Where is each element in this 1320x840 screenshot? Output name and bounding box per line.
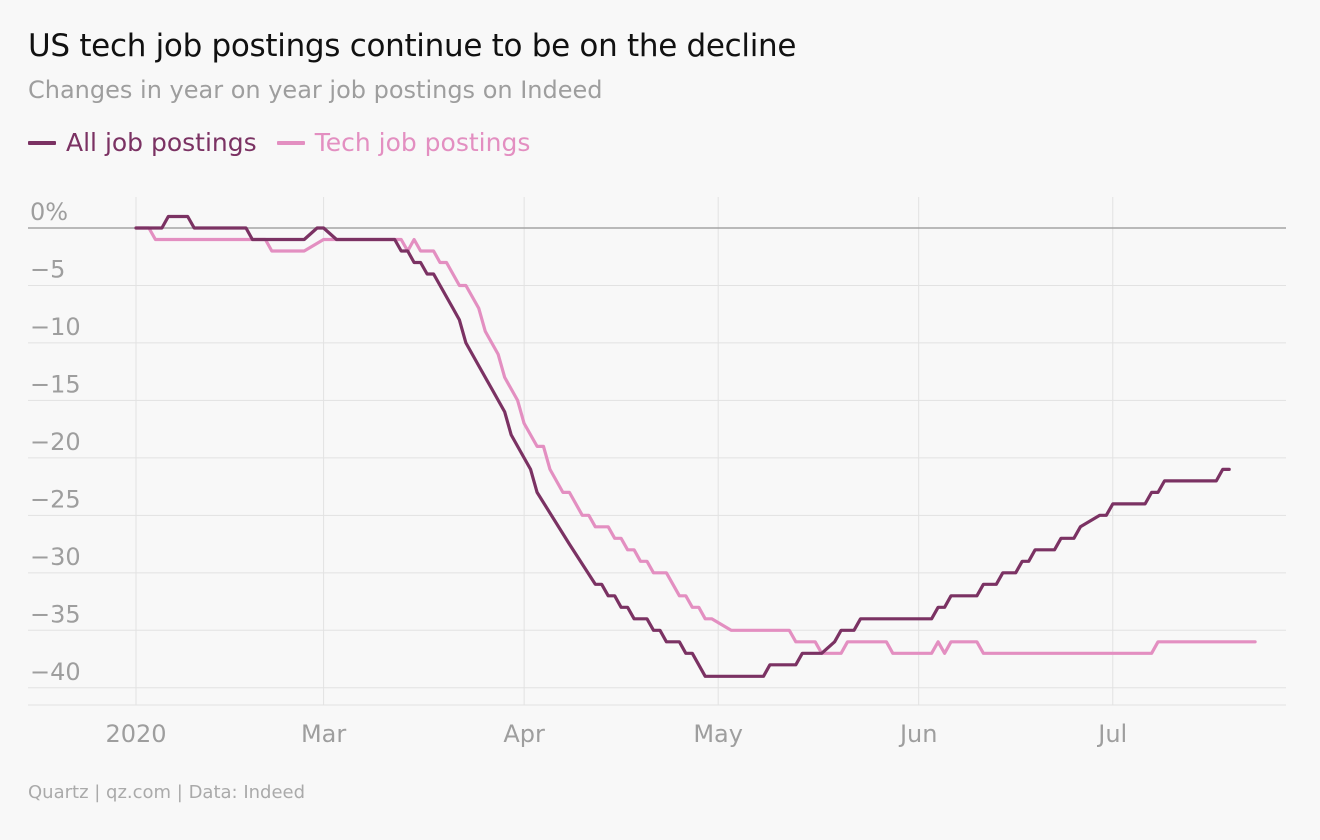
x-tick-label: Apr — [503, 720, 545, 748]
y-tick-label: 0% — [30, 198, 68, 226]
x-tick-label: Jun — [898, 720, 938, 748]
source-credit: Quartz | qz.com | Data: Indeed — [28, 782, 306, 803]
series-line-all-job-postings — [134, 214, 1231, 678]
chart-title: US tech job postings continue to be on t… — [28, 28, 797, 64]
legend-label-all: All job postings — [66, 128, 257, 157]
legend-label-tech: Tech job postings — [314, 128, 531, 157]
y-tick-label: −35 — [30, 600, 81, 628]
legend-item-all: All job postings — [28, 128, 257, 157]
legend-item-tech: Tech job postings — [276, 128, 531, 157]
axis-labels: 2020 Mar Apr May Jun Jul 0% −5 −10 −15 −20 −25 −30 −3… — [30, 198, 1127, 748]
chart-legend: All job postings Tech job postings — [28, 128, 550, 157]
chart-subtitle: Changes in year on year job postings on … — [28, 76, 603, 104]
legend-swatch-all — [28, 140, 56, 145]
y-tick-label: −20 — [30, 428, 81, 456]
x-tick-label: Jul — [1096, 720, 1127, 748]
x-tick-label: May — [693, 720, 743, 748]
series-layer — [134, 214, 1257, 678]
y-tick-label: −30 — [30, 543, 81, 571]
y-tick-label: −10 — [30, 313, 81, 341]
y-tick-label: −5 — [30, 255, 65, 283]
y-tick-label: −40 — [30, 658, 81, 686]
legend-swatch-tech — [276, 140, 305, 145]
x-tick-label: Mar — [301, 720, 346, 748]
series-line-tech-job-postings — [134, 226, 1257, 655]
x-tick-label: 2020 — [105, 720, 166, 748]
y-tick-label: −15 — [30, 370, 81, 398]
y-tick-label: −25 — [30, 485, 81, 513]
